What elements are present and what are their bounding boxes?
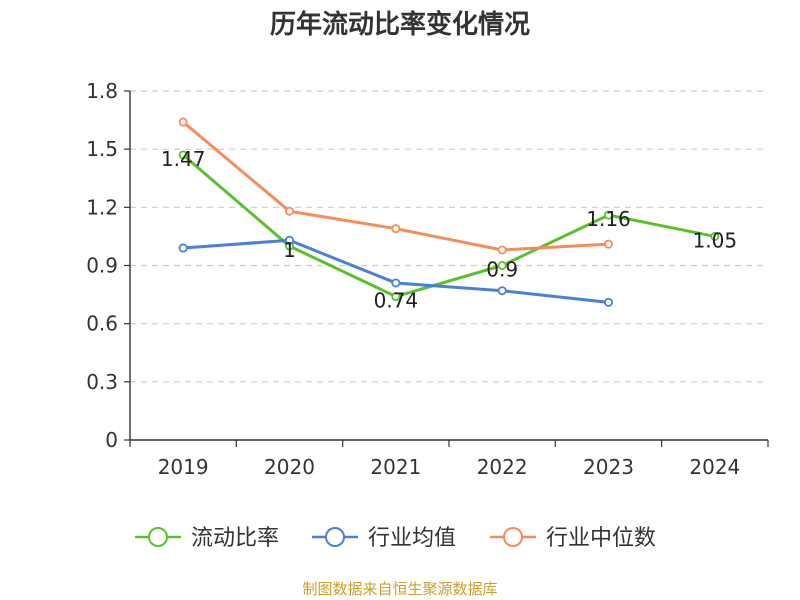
y-tick-label: 0.3 [86,370,118,394]
data-label: 0.9 [486,258,518,282]
legend-label: 行业均值 [368,526,456,551]
data-label: 1.16 [586,207,631,231]
grid-lines [130,90,768,383]
x-tick-label: 2024 [689,455,740,479]
data-point [391,224,401,234]
series-line-1 [182,153,716,299]
data-point [497,260,507,270]
data-label: 1.47 [161,147,206,171]
legend-marker [503,527,523,547]
data-point [497,245,507,255]
legend-label: 流动比率 [191,526,279,551]
y-tick-label: 0.9 [86,254,118,278]
legend-item-1[interactable]: 流动比率 [135,526,279,551]
data-labels: 1.47 1 0.74 0.9 1.16 1.05 [161,147,737,313]
y-tick-label: 1.8 [86,79,118,103]
axes: 0 0.3 0.6 0.9 1.2 1.5 1.8 2019 2020 2021 2022 2023 2… [86,79,769,479]
x-tick-label: 2020 [264,455,315,479]
y-tick-label: 1.5 [86,137,118,161]
legend-marker [148,527,168,547]
legend-marker [325,527,345,547]
data-point [604,239,614,249]
data-label: 1.05 [693,228,738,252]
data-point [391,292,401,302]
data-point [284,206,294,216]
data-point [497,286,507,296]
y-tick-label: 1.2 [86,195,118,219]
data-point [178,117,188,127]
legend-label: 行业中位数 [546,526,656,551]
data-point [710,231,720,241]
x-tick-label: 2021 [370,455,421,479]
data-point [178,243,188,253]
legend-item-2[interactable]: 行业均值 [312,526,456,551]
chart-title: 历年流动比率变化情况 [269,10,530,40]
data-point [284,235,294,245]
data-point [391,278,401,288]
series-lines [178,117,720,307]
x-tick-label: 2019 [158,455,209,479]
legend[interactable]: 流动比率 行业均值 行业中位数 [135,526,656,551]
x-tick-label: 2023 [583,455,634,479]
y-tick-label: 0 [105,428,118,452]
data-point [604,210,614,220]
data-label: 0.74 [374,289,419,313]
data-point [178,150,188,160]
data-point [604,297,614,307]
legend-item-3[interactable]: 行业中位数 [490,526,656,551]
y-tick-label: 0.6 [86,312,118,336]
source-note: 制图数据来自恒生聚源数据库 [302,580,498,598]
data-label: 1 [283,238,296,262]
x-tick-label: 2022 [477,455,528,479]
